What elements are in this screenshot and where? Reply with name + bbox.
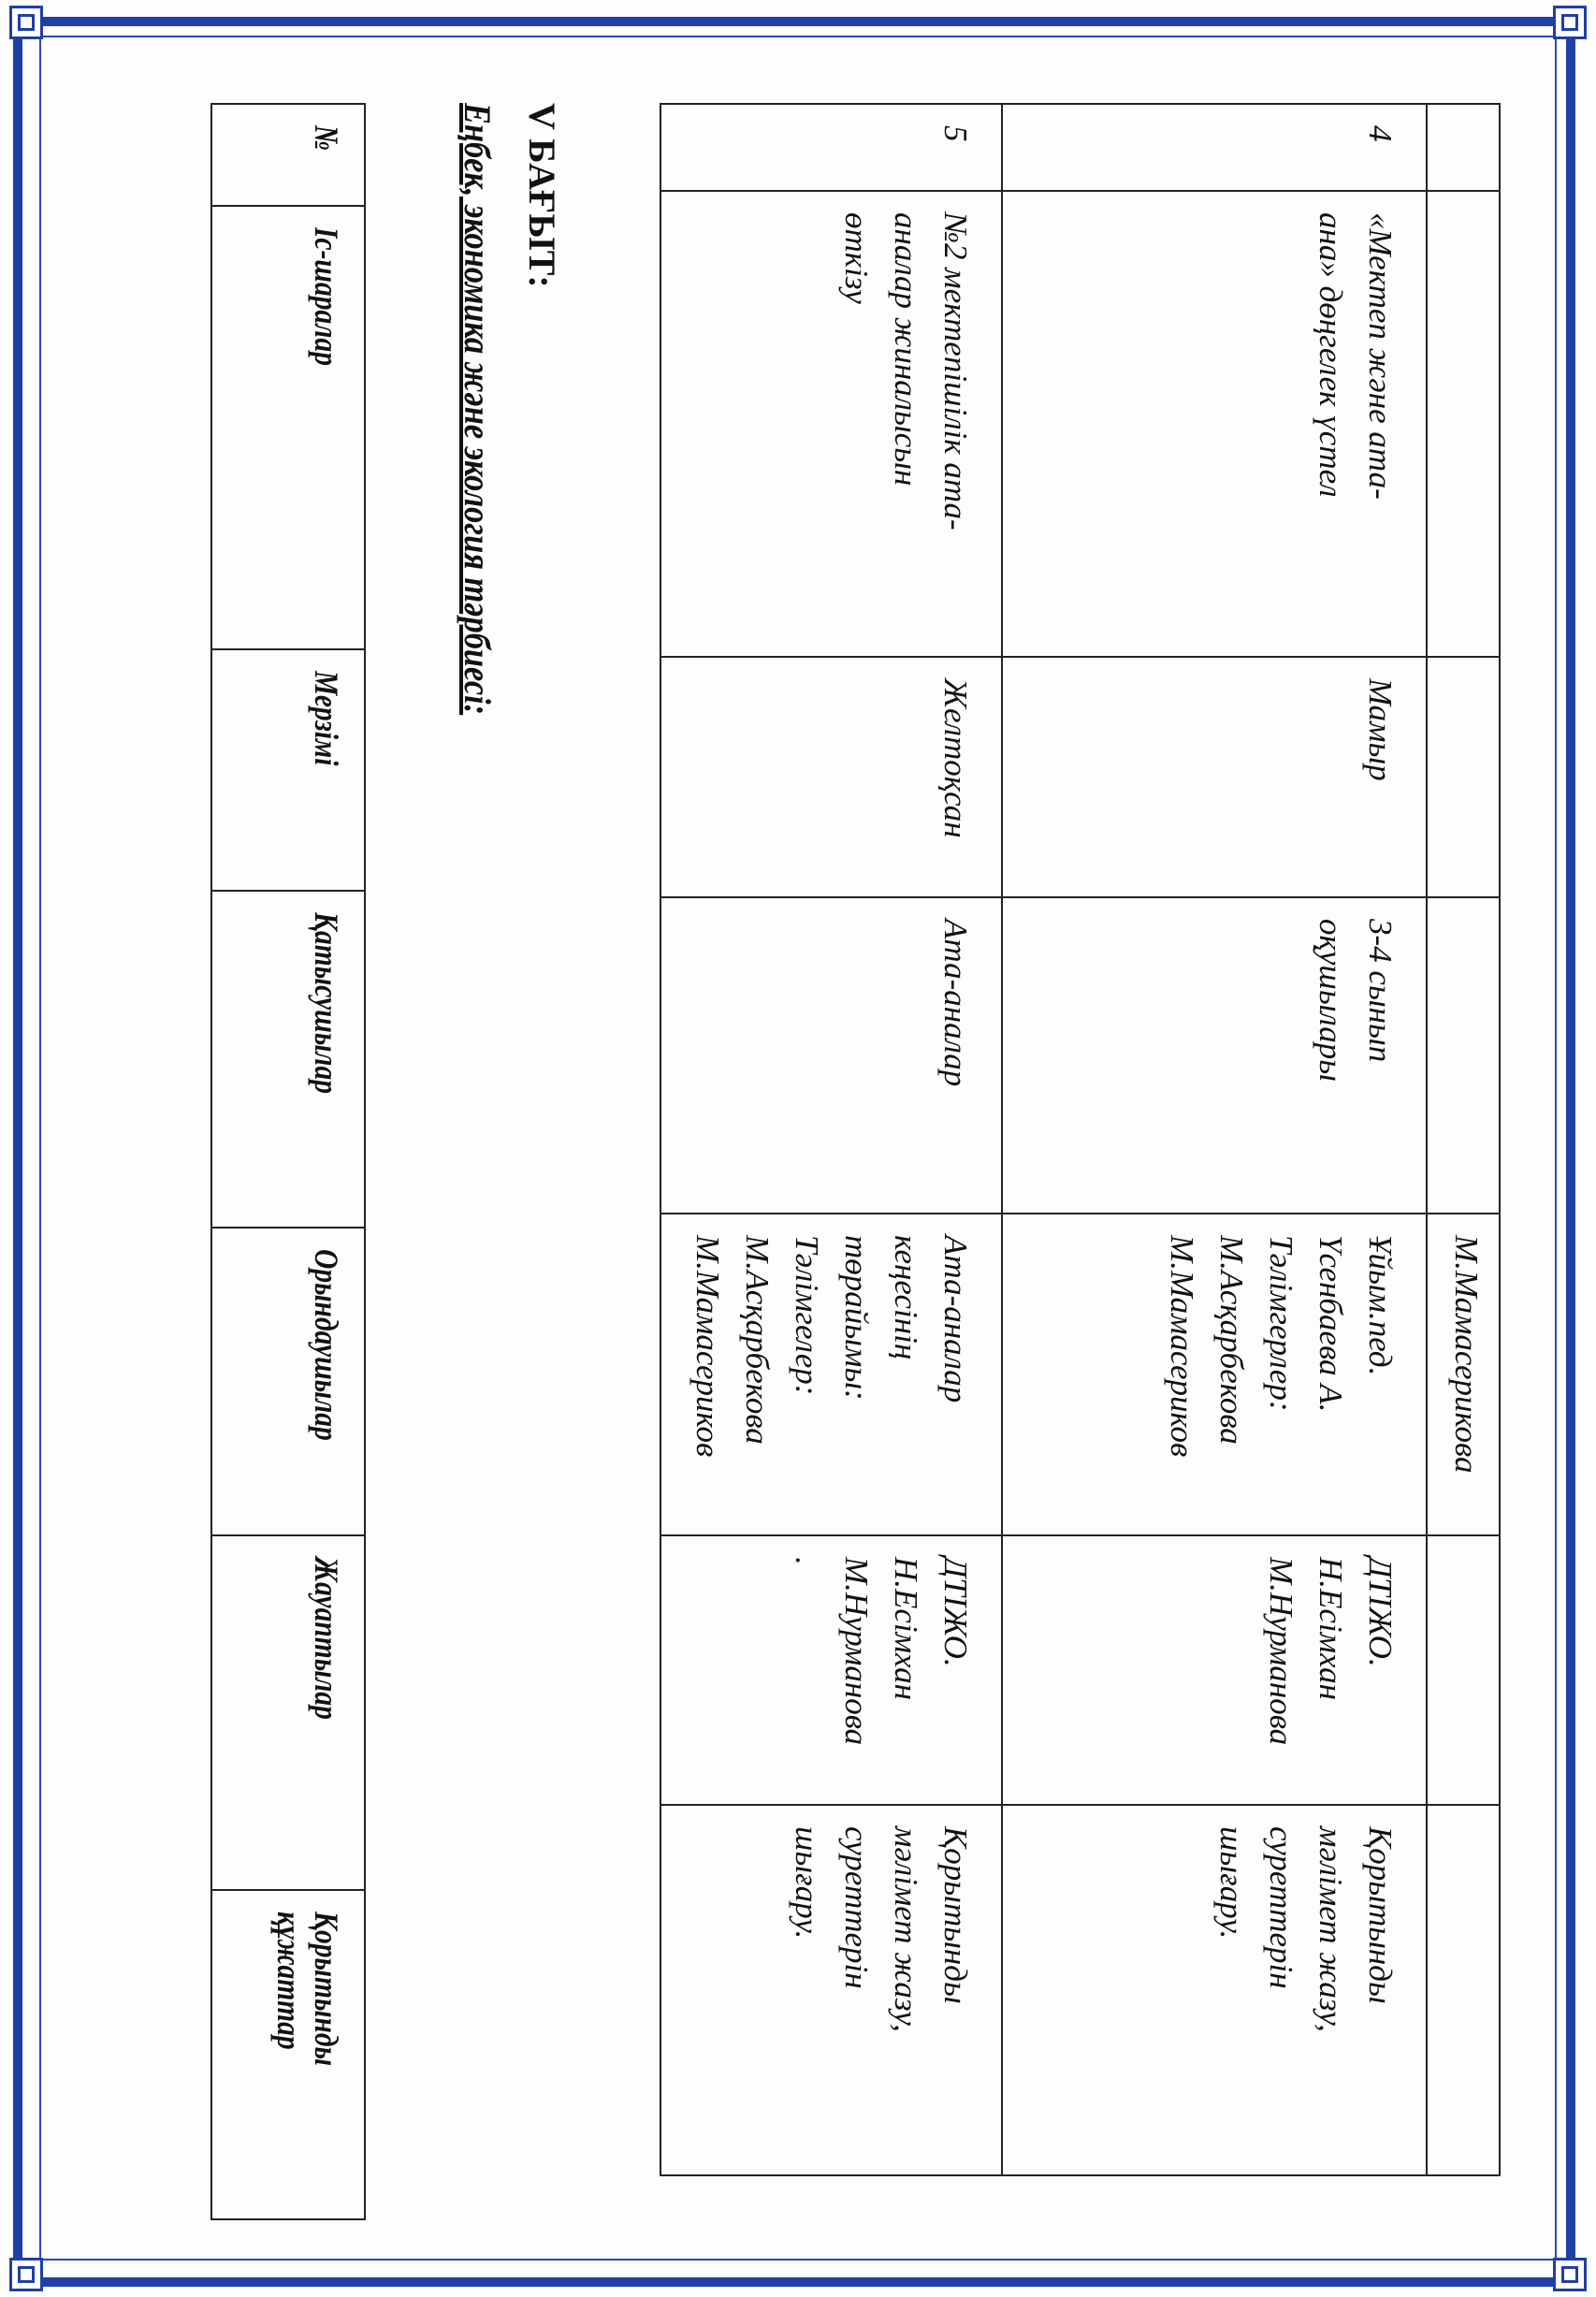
corner-ornament-icon <box>1553 2258 1587 2291</box>
cell-executors: Ұйым.пед. Үсенбаева А. Тәлімгерлер: М.Ас… <box>1002 1214 1427 1535</box>
table-row: 4 «Мектеп және ата- ана» дөңгелек үстел … <box>1002 104 1427 2175</box>
table-row-continuation: М.Мамасерикова <box>1427 104 1500 2175</box>
header-deadline-label: Мерзімі <box>308 671 345 766</box>
corner-ornament-icon <box>9 2258 43 2291</box>
header-event: Іс-шаралар <box>211 206 365 649</box>
table-header-row: № Іс-шаралар Мерзімі Қатысушылар Орындау… <box>211 104 365 2219</box>
cell-responsible: ДТІЖО. Н.Есімхан М.Нурманова . <box>660 1535 1002 1805</box>
cell-result <box>1427 1805 1500 2175</box>
header-executors-label: Орындаушылар <box>308 1249 345 1441</box>
cell-deadline: Желтоқсан <box>660 657 1002 897</box>
cell-responsible <box>1427 1535 1500 1805</box>
cell-deadline: Мамыр <box>1002 657 1427 897</box>
cell-event: «Мектеп және ата- ана» дөңгелек үстел <box>1002 191 1427 657</box>
cell-result: Қорытынды мәлімет жазу, суреттерін шығар… <box>660 1805 1002 2175</box>
header-num-label: № <box>308 125 345 152</box>
header-responsible: Жауаптылар <box>211 1535 365 1890</box>
corner-ornament-icon <box>9 6 43 39</box>
cell-participants: 3-4 сынып оқушылары <box>1002 897 1427 1214</box>
cell-responsible: ДТІЖО. Н.Есімхан М.Нурманова <box>1002 1535 1427 1805</box>
cell-event <box>1427 191 1500 657</box>
header-responsible-label: Жауаптылар <box>308 1557 345 1720</box>
cell-num: 4 <box>1002 104 1427 191</box>
header-executors: Орындаушылар <box>211 1228 365 1535</box>
cell-executors: М.Мамасерикова <box>1427 1214 1500 1535</box>
header-deadline: Мерзімі <box>211 649 365 891</box>
events-table-continued: М.Мамасерикова 4 «Мектеп және ата- ана» … <box>660 103 1501 2176</box>
cell-result: Қорытынды мәлімет жазу, суреттерін шығар… <box>1002 1805 1427 2175</box>
header-result-docs: Қорытынды құжаттар <box>211 1890 365 2219</box>
cell-executors: Ата-аналар кеңесінің төрайымы: Тәлімгеле… <box>660 1214 1002 1535</box>
cell-num <box>1427 104 1500 191</box>
section-heading: V БАҒЫТ: <box>521 103 563 288</box>
table-row: 5 №2 мектепішілік ата- аналар жиналысын … <box>660 104 1002 2175</box>
cell-num: 5 <box>660 104 1002 191</box>
header-result-docs-label: Қорытынды құжаттар <box>270 1912 345 2066</box>
cell-event: №2 мектепішілік ата- аналар жиналысын өт… <box>660 191 1002 657</box>
labour-education-table: № Іс-шаралар Мерзімі Қатысушылар Орындау… <box>210 103 366 2220</box>
header-participants-label: Қатысушылар <box>308 912 345 1094</box>
header-event-label: Іс-шаралар <box>308 227 345 366</box>
header-participants: Қатысушылар <box>211 891 365 1228</box>
cell-participants <box>1427 897 1500 1214</box>
corner-ornament-icon <box>1553 6 1587 39</box>
cell-participants: Ата-аналар <box>660 897 1002 1214</box>
cell-deadline <box>1427 657 1500 897</box>
header-num: № <box>211 104 365 206</box>
section-subtitle: Еңбек, экономика және экология тәрбиесі: <box>457 103 499 716</box>
